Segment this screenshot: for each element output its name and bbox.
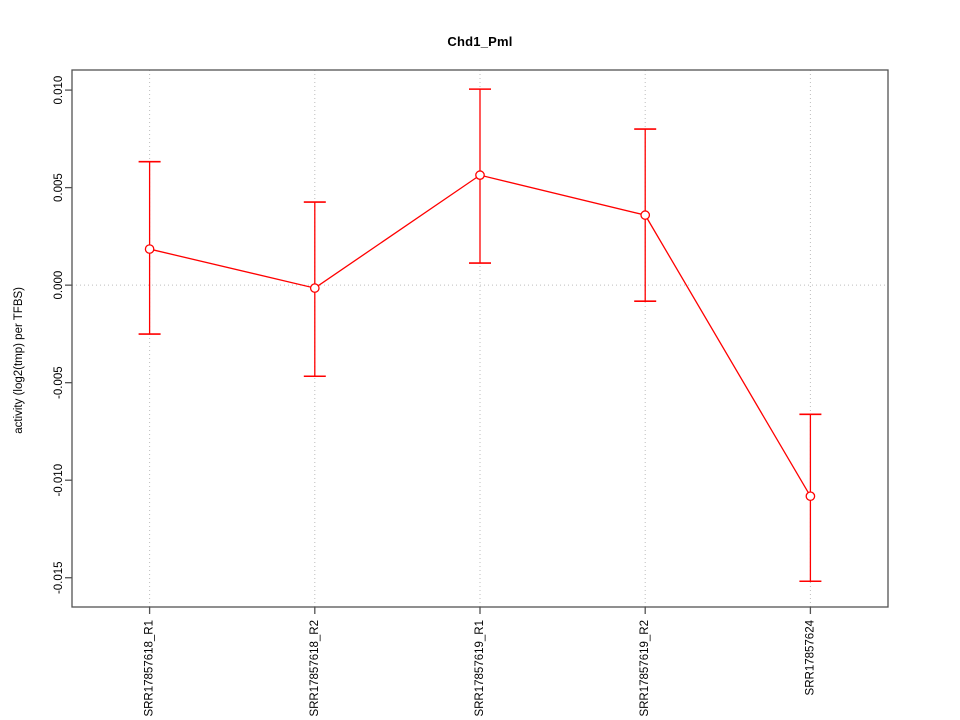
y-tick-label: 0.005 — [53, 173, 65, 202]
y-tick-label: 0.000 — [53, 271, 65, 300]
data-point-marker — [640, 210, 651, 220]
data-point-marker — [475, 170, 485, 180]
y-tick-label: 0.010 — [53, 76, 65, 105]
chart-title: Chd1_Pml — [447, 34, 513, 49]
x-tick-label: SRR17857618_R2 — [309, 620, 321, 717]
x-tick-label: SRR17857618_R1 — [144, 620, 156, 717]
x-tick-label: SRR17857619_R2 — [639, 620, 651, 717]
y-tick-label: -0.005 — [53, 366, 65, 399]
data-point-marker — [805, 491, 816, 502]
y-tick-label: -0.010 — [53, 464, 65, 497]
data-point-group — [303, 201, 326, 378]
data-point-group — [634, 128, 657, 302]
y-tick-label: -0.015 — [53, 561, 65, 594]
data-series — [138, 88, 822, 583]
data-point-group — [469, 88, 491, 264]
data-point-group — [799, 413, 822, 583]
y-axis: 0.010 0.005 0.000 -0.005 -0.010 -0.015 — [53, 76, 72, 594]
data-point-marker — [144, 244, 155, 254]
x-axis: SRR17857618_R1 SRR17857618_R2 SRR17857619_… — [144, 607, 816, 717]
x-tick-label: SRR17857624 — [804, 619, 816, 695]
x-tick-label: SRR17857619_R1 — [474, 620, 486, 717]
data-point-group — [138, 160, 161, 335]
data-point-marker — [309, 283, 320, 293]
